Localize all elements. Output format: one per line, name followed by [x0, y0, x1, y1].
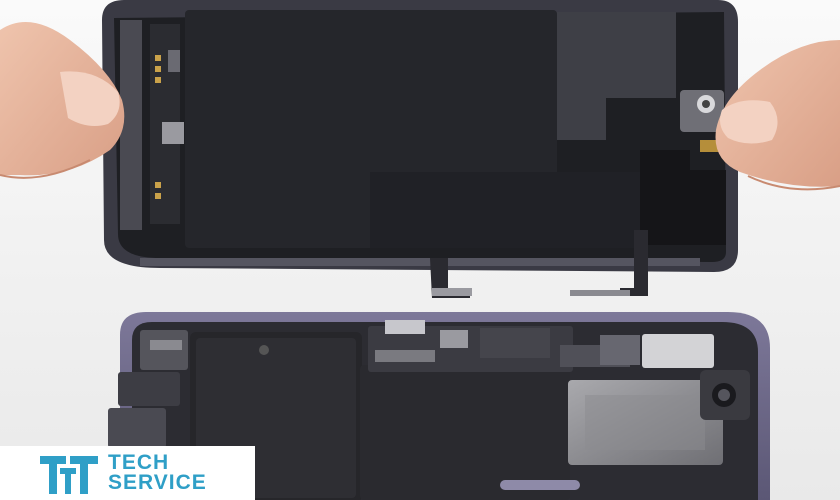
- tech-service-logo-icon: [40, 456, 98, 494]
- logic-board: [368, 320, 640, 372]
- phone-housing: [108, 312, 770, 500]
- logo-text: TECH SERVICE: [108, 451, 207, 494]
- right-hand: [715, 40, 840, 191]
- logo-banner: TECH SERVICE: [0, 446, 255, 500]
- logo-line-service: SERVICE: [108, 471, 207, 494]
- display-panel: [102, 0, 738, 298]
- left-hand: [0, 22, 125, 179]
- logo-line-tech: TECH: [108, 451, 170, 474]
